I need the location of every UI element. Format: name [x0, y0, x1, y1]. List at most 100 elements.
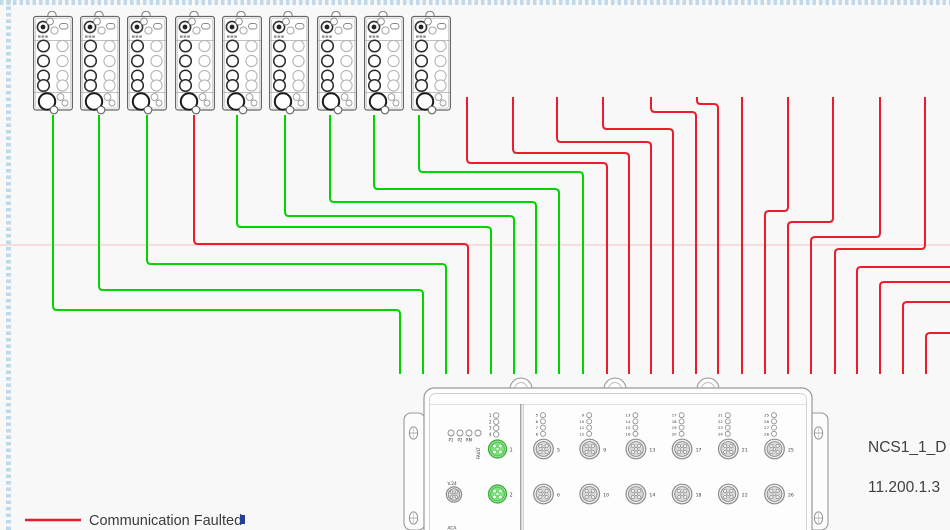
port-pin: [630, 495, 635, 500]
port-pin: [587, 447, 592, 451]
io-module-7[interactable]: [317, 11, 357, 115]
connection-edge-1[interactable]: [856, 266, 950, 374]
connection-module-6[interactable]: [284, 115, 515, 374]
port-label-17: 17: [696, 448, 702, 454]
connection-module-4[interactable]: [193, 115, 469, 374]
led-icon: [540, 412, 546, 419]
port-pin: [723, 443, 728, 448]
switch-port-1[interactable]: [487, 439, 508, 459]
connection-module-7[interactable]: [329, 115, 537, 374]
port-label-2: 2: [510, 493, 513, 499]
port-label-25: 25: [788, 448, 794, 454]
led-number: 17: [672, 413, 677, 418]
port-pin: [584, 443, 589, 448]
connection-trunk-5[interactable]: [650, 97, 697, 374]
port-pin: [677, 443, 681, 448]
connection-module-3[interactable]: [146, 115, 447, 374]
port-pin: [683, 495, 688, 500]
connection-trunk-8[interactable]: [764, 97, 789, 374]
led-number: 2: [489, 419, 492, 424]
v24-label: V.24: [448, 481, 457, 487]
port-pin: [498, 494, 503, 500]
connection-module-5[interactable]: [236, 115, 492, 374]
aca-label: ACA: [448, 526, 457, 530]
port-pin: [772, 447, 777, 451]
connection-trunk-11[interactable]: [834, 97, 926, 374]
connection-edge-2[interactable]: [879, 281, 950, 374]
switch-port-22: [717, 483, 739, 505]
port-pin: [538, 443, 543, 448]
led-number: 21: [718, 413, 723, 418]
switch-port-2[interactable]: [487, 484, 508, 504]
v24-port-icon: [445, 486, 463, 503]
port-pin: [729, 488, 734, 493]
io-module-6[interactable]: [269, 11, 309, 115]
led-icon: [678, 424, 685, 431]
led-number: 8: [536, 431, 539, 436]
io-module-3[interactable]: [127, 11, 167, 115]
port-label-13: 13: [649, 448, 655, 454]
led-number: 28: [764, 431, 769, 436]
connection-trunk-4[interactable]: [602, 97, 674, 374]
port-pin: [450, 495, 454, 499]
connection-module-8[interactable]: [373, 115, 560, 374]
port-pin: [538, 488, 543, 493]
port-pin: [637, 488, 641, 493]
port-pin: [541, 492, 546, 496]
port-pin: [452, 493, 456, 496]
port-pin: [769, 443, 774, 448]
port-pin: [630, 488, 635, 493]
io-module-4[interactable]: [175, 11, 215, 115]
port-pin: [775, 488, 780, 493]
led-icon: [493, 412, 500, 419]
port-label-22: 22: [742, 493, 748, 499]
led-icon: [724, 418, 731, 425]
connection-trunk-3[interactable]: [556, 97, 652, 374]
led-number: 23: [718, 425, 723, 430]
connection-trunk-6[interactable]: [696, 97, 719, 374]
switch-port-10: [579, 483, 601, 505]
switch-port-5: [533, 438, 554, 460]
switch-body[interactable]: [423, 387, 813, 530]
connection-module-9[interactable]: [418, 115, 584, 374]
led-icon: [724, 424, 731, 431]
port-pin: [492, 449, 497, 455]
led-number: 12: [579, 431, 584, 436]
led-number: 5: [536, 413, 539, 418]
port-pin: [584, 488, 589, 493]
led-icon: [586, 412, 593, 419]
switch-port-9: [579, 438, 601, 460]
cursor-mark: [240, 515, 245, 524]
led-icon: [678, 412, 685, 419]
led-number: 24: [718, 431, 723, 436]
port-pin: [495, 492, 500, 496]
switch-port-25: [764, 438, 785, 460]
led-number: 27: [764, 425, 769, 430]
port-pin: [680, 492, 684, 496]
connection-trunk-1[interactable]: [466, 97, 608, 374]
port-label-5: 5: [557, 448, 560, 454]
port-pin: [498, 488, 503, 494]
connection-trunk-2[interactable]: [512, 97, 630, 374]
led-icon: [586, 424, 593, 431]
port-label-21: 21: [742, 448, 748, 454]
connection-trunk-10[interactable]: [810, 97, 881, 374]
io-module-9[interactable]: [411, 11, 451, 115]
io-module-8[interactable]: [364, 11, 404, 115]
io-module-2[interactable]: [80, 11, 120, 115]
io-module-5[interactable]: [222, 11, 262, 115]
led-number: 20: [672, 431, 677, 436]
connection-module-2[interactable]: [98, 115, 424, 374]
connection-module-1[interactable]: [52, 115, 401, 374]
port-pin: [729, 443, 734, 448]
connection-trunk-9[interactable]: [787, 97, 834, 374]
connection-edge-3[interactable]: [902, 301, 950, 374]
connection-edge-4[interactable]: [925, 332, 950, 374]
io-module-1[interactable]: [33, 11, 73, 115]
port-pin: [677, 488, 681, 493]
switch-device[interactable]: P1 P2 RMFAULT123412V.24ACA5678569101112910…: [403, 377, 829, 530]
port-pin: [492, 494, 497, 500]
led-icon: [771, 412, 777, 419]
status-led-p1: [447, 429, 455, 437]
